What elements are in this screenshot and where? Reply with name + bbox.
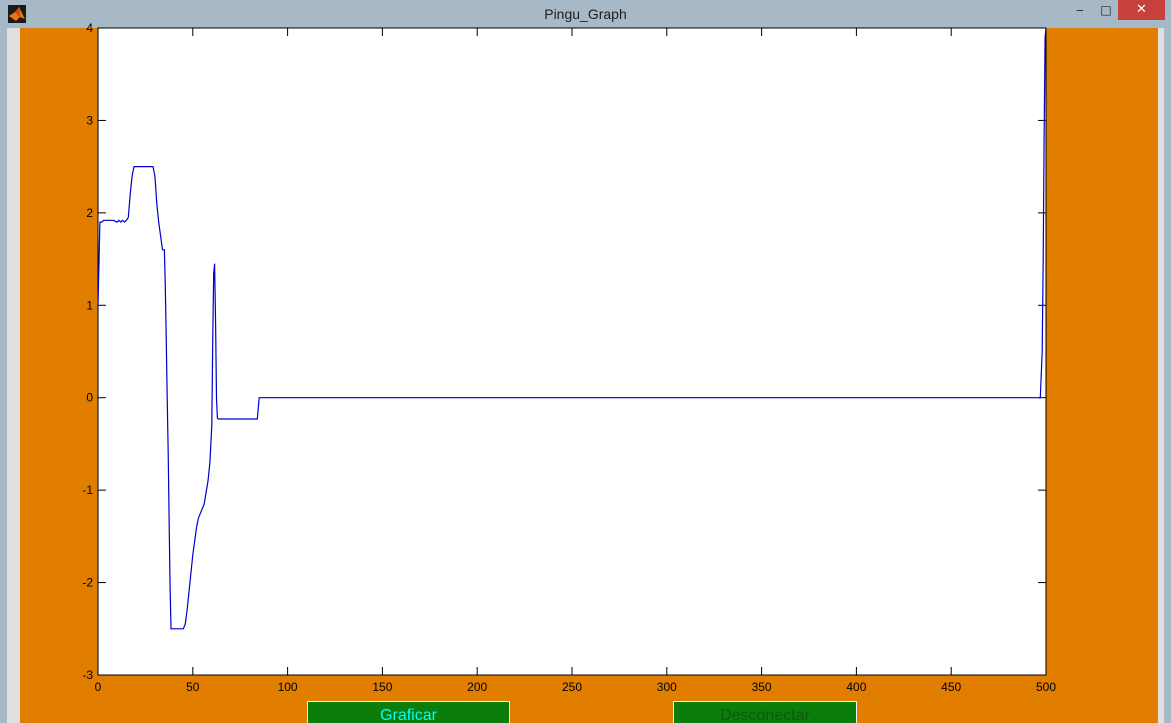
y-tick-label: 2	[86, 206, 93, 220]
x-tick-label: 50	[186, 680, 200, 694]
y-tick-label: 3	[86, 113, 93, 127]
y-tick-label: -1	[82, 483, 93, 497]
series-line	[97, 27, 1047, 630]
y-tick-label: -3	[82, 668, 93, 682]
title-bar: Pingu_Graph ‒ □ ✕	[0, 0, 1171, 28]
x-tick-label: 100	[278, 680, 298, 694]
matlab-icon	[8, 5, 26, 23]
minimize-button[interactable]: ‒	[1076, 3, 1084, 17]
x-tick-label: 300	[657, 680, 677, 694]
x-tick-label: 400	[846, 680, 866, 694]
window-title: Pingu_Graph	[544, 6, 627, 22]
close-button[interactable]: ✕	[1118, 0, 1165, 20]
x-tick-label: 500	[1036, 680, 1056, 694]
x-tick-label: 200	[467, 680, 487, 694]
x-tick-label: 150	[372, 680, 392, 694]
y-tick-label: -2	[82, 576, 93, 590]
y-tick-label: 4	[86, 21, 93, 35]
x-tick-label: 250	[562, 680, 582, 694]
axes-background	[97, 27, 1047, 676]
maximize-button[interactable]: □	[1100, 3, 1112, 17]
x-tick-label: 0	[95, 680, 102, 694]
graficar-button[interactable]: Graficar	[307, 701, 510, 723]
y-tick-label: 1	[86, 298, 93, 312]
x-tick-label: 450	[941, 680, 961, 694]
desconectar-button[interactable]: Desconectar	[673, 701, 857, 723]
x-tick-label: 350	[752, 680, 772, 694]
y-tick-label: 0	[86, 391, 93, 405]
